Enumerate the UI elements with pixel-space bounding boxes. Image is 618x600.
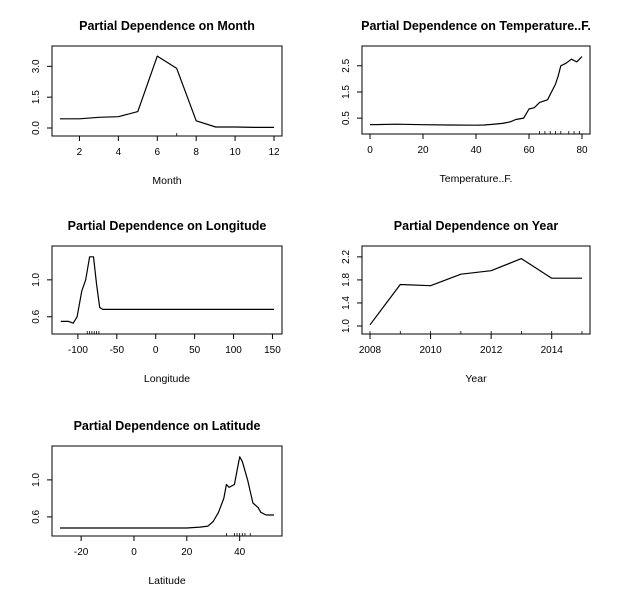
x-tick-label: 150	[264, 345, 281, 356]
y-tick-label: 1.5	[31, 90, 42, 104]
x-tick-label: 50	[189, 345, 201, 356]
x-tick-label: 0	[131, 547, 137, 558]
chart-panel-4: Partial Dependence on Year 2008 2010 2012 20…	[341, 219, 591, 385]
x-tick-label: 80	[576, 145, 588, 156]
y-tick-label: 0.0	[31, 121, 42, 135]
x-axis-label: Latitude	[148, 575, 186, 587]
x-tick-label: 60	[523, 145, 535, 156]
y-tick-label: 0.6	[31, 510, 42, 524]
x-tick-label: 20	[181, 547, 193, 558]
x-axis-label: Year	[465, 373, 487, 385]
y-tick-label: 2.2	[341, 249, 352, 263]
y-tick-label: 1.0	[31, 272, 42, 286]
x-tick-label: 2	[77, 147, 83, 158]
y-tick-label: 1.0	[341, 319, 352, 333]
x-axis-label: Month	[152, 175, 181, 187]
y-tick-label: 0.6	[31, 309, 42, 323]
x-tick-label: -50	[110, 345, 125, 356]
partial-dependence-line	[369, 56, 583, 126]
y-tick-label: 1.8	[341, 273, 352, 287]
x-axis-label: Longitude	[144, 373, 190, 385]
chart-panel-5: Partial Dependence on Latitude -20 0 20 40 0.…	[31, 419, 283, 587]
y-tick-label: 3.0	[31, 59, 42, 73]
plot-frame	[51, 45, 283, 137]
partial-dependence-line	[60, 256, 274, 324]
partial-dependence-line	[60, 55, 274, 129]
partial-dependence-line	[60, 456, 274, 529]
chart-panel-1: Partial Dependence on Month 2 4 6 8 10 12 0.0 1.…	[31, 19, 283, 187]
plot-frame	[51, 445, 283, 537]
x-tick-label: 4	[116, 147, 122, 158]
x-tick-label: 0	[153, 345, 159, 356]
y-tick-label: 0.5	[341, 111, 352, 125]
x-tick-label: 2010	[419, 345, 442, 356]
x-tick-label: -20	[74, 547, 89, 558]
chart-title: Partial Dependence on Latitude	[74, 419, 261, 433]
chart-title: Partial Dependence on Month	[79, 19, 255, 33]
plot-frame	[51, 245, 283, 335]
x-tick-label: 8	[193, 147, 199, 158]
x-tick-label: 2008	[359, 345, 382, 356]
plot-frame	[361, 245, 591, 335]
x-tick-label: 2012	[480, 345, 503, 356]
x-axis-label: Temperature..F.	[440, 173, 513, 185]
chart-panel-2: Partial Dependence on Temperature..F. 0 20…	[341, 19, 591, 185]
y-tick-label: 1.0	[31, 473, 42, 487]
y-tick-label: 1.5	[341, 85, 352, 99]
x-tick-label: 40	[234, 547, 246, 558]
y-tick-label: 1.4	[341, 296, 352, 310]
x-tick-label: 10	[230, 147, 242, 158]
x-tick-label: 6	[154, 147, 160, 158]
x-tick-label: 0	[367, 145, 373, 156]
chart-title: Partial Dependence on Longitude	[68, 219, 267, 233]
x-tick-label: 40	[470, 145, 482, 156]
x-tick-label: 12	[268, 147, 280, 158]
x-tick-label: 100	[225, 345, 242, 356]
y-tick-label: 2.5	[341, 58, 352, 72]
partial-dependence-line	[369, 258, 582, 326]
x-tick-label: 2014	[541, 345, 564, 356]
x-tick-label: -100	[68, 345, 88, 356]
chart-panel-3: Partial Dependence on Longitude -100 -50 0 5…	[31, 219, 283, 385]
chart-title: Partial Dependence on Temperature..F.	[361, 19, 591, 33]
x-tick-label: 20	[417, 145, 429, 156]
plot-frame	[361, 45, 591, 135]
chart-title: Partial Dependence on Year	[394, 219, 559, 233]
